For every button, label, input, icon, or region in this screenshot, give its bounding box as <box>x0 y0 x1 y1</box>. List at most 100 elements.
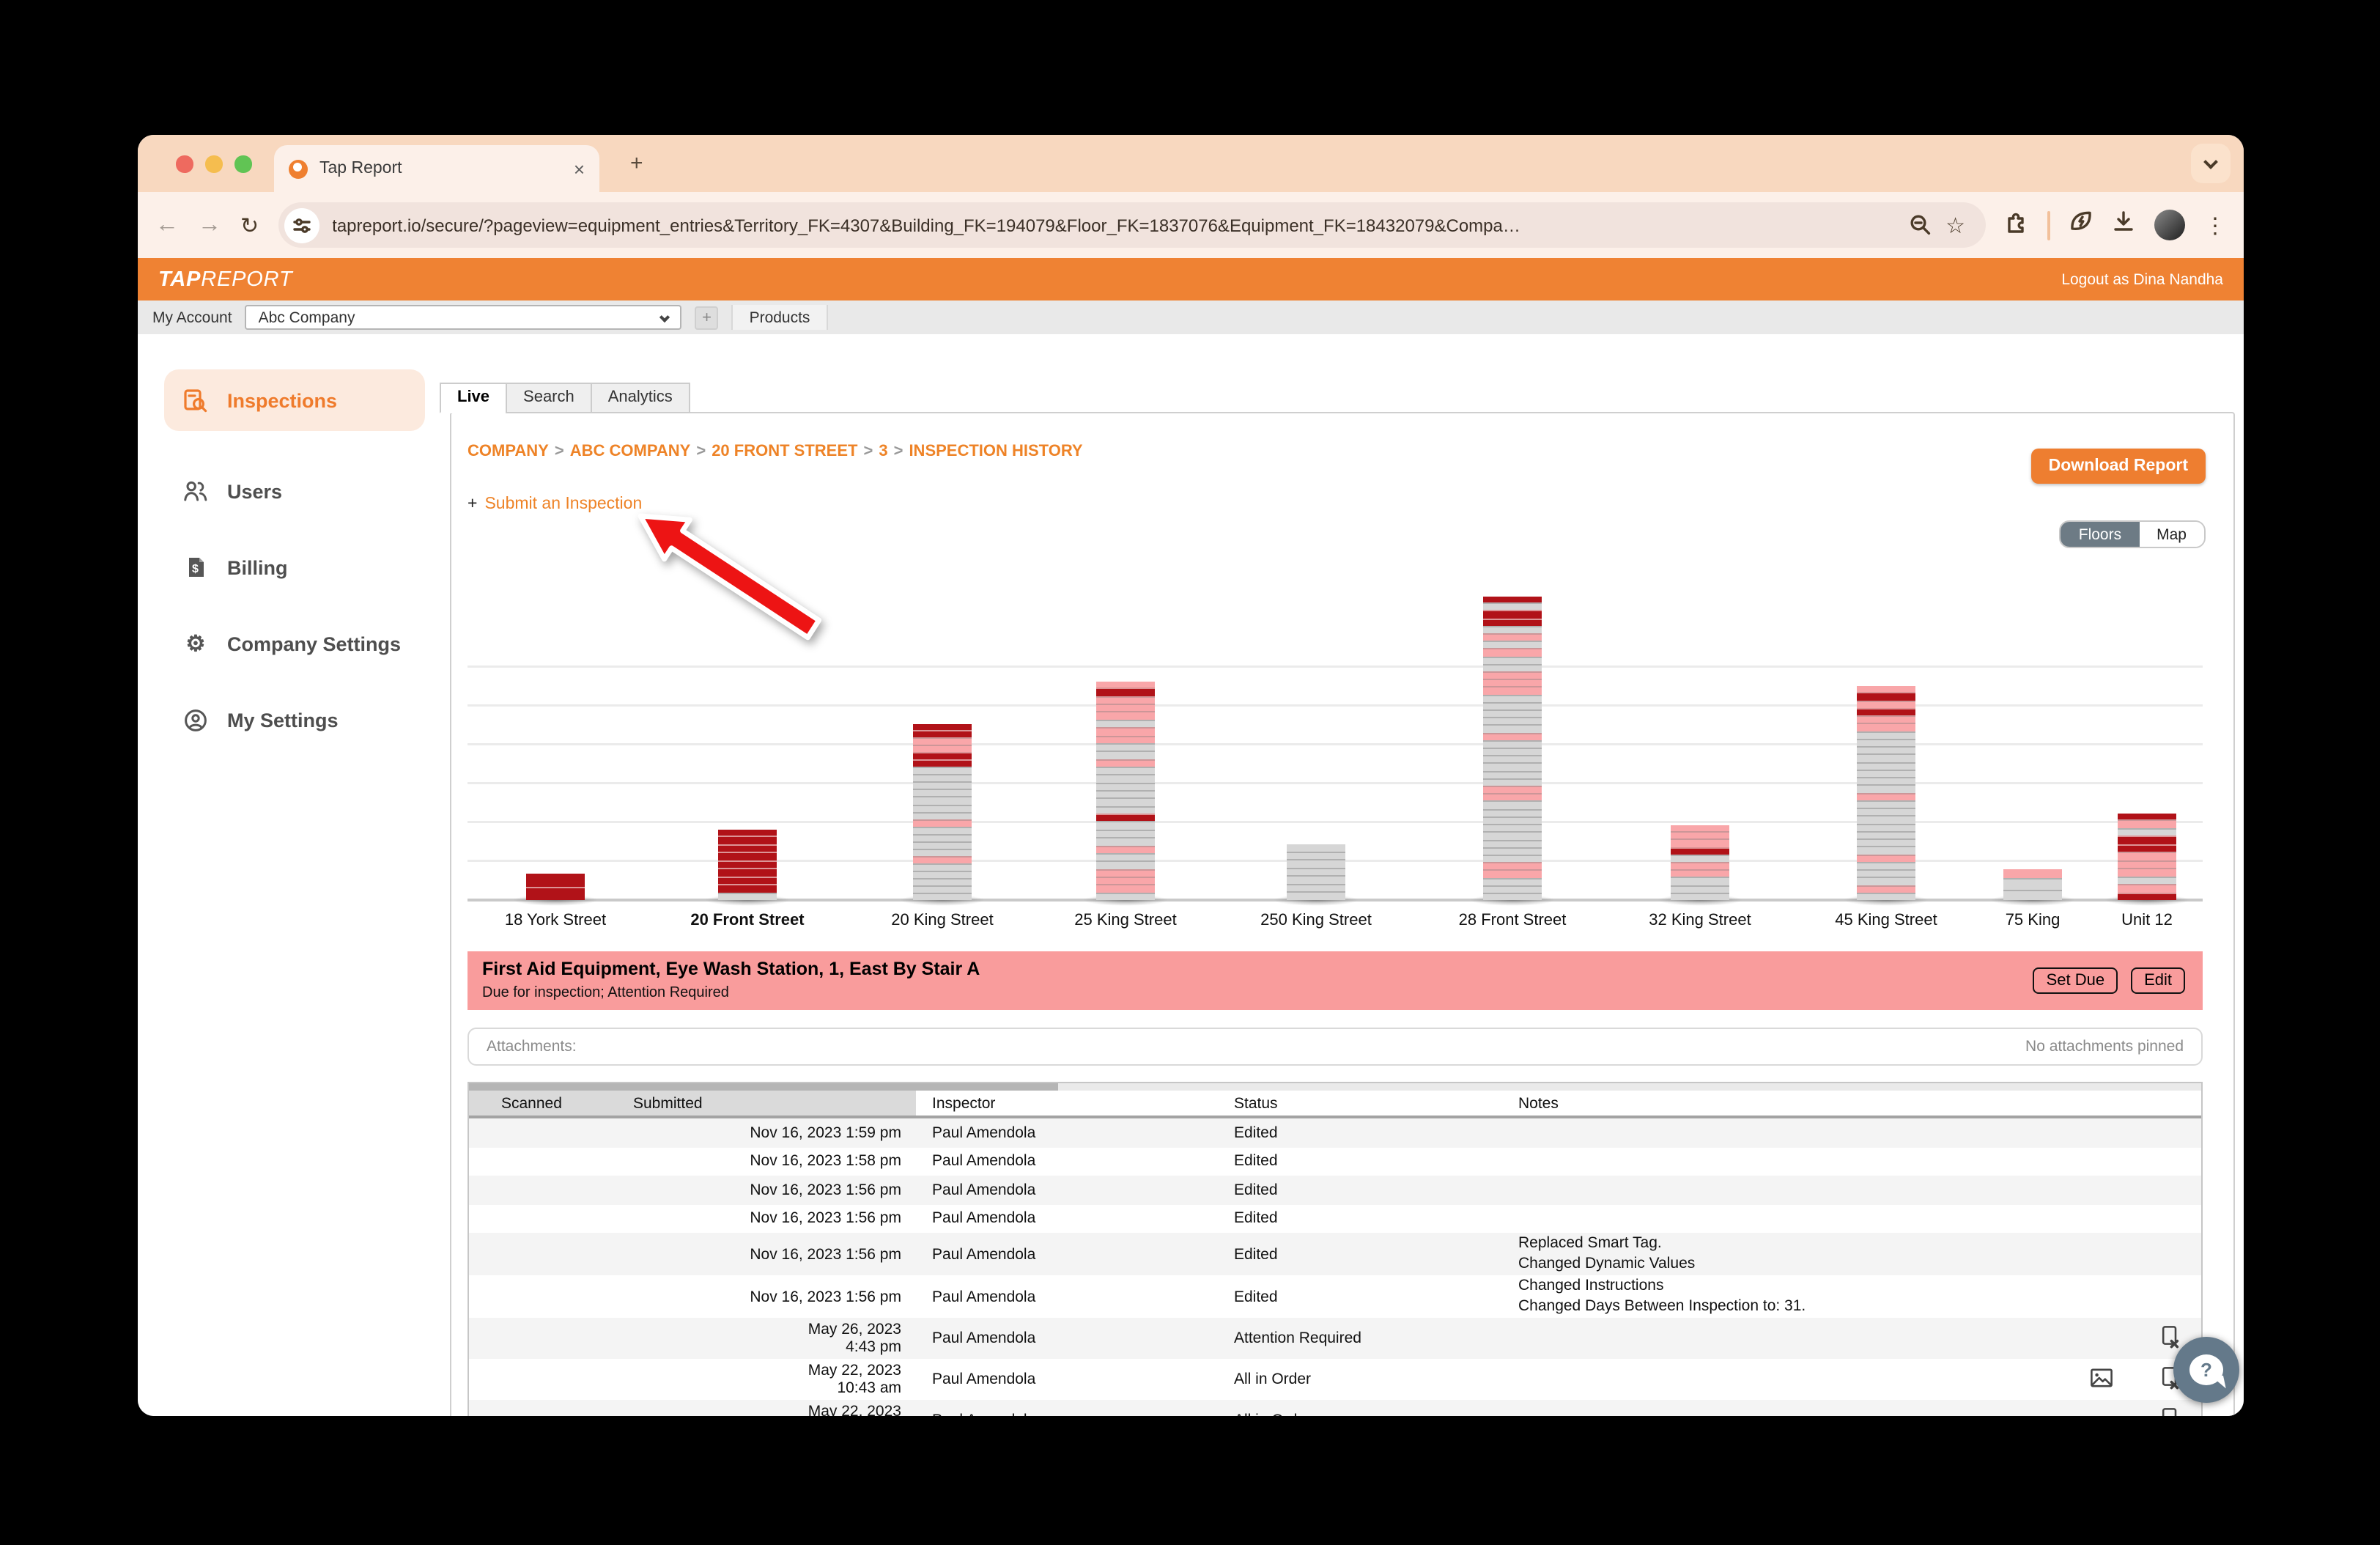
sidebar-item-billing[interactable]: $ Billing <box>164 544 425 591</box>
profile-avatar[interactable] <box>2154 210 2185 240</box>
forward-button[interactable]: → <box>198 212 221 237</box>
scrollbar-thumb[interactable] <box>469 1083 1058 1091</box>
chart-bar-32-king-street[interactable] <box>1658 825 1742 906</box>
cell-inspector: Paul Amendola <box>932 1209 1036 1228</box>
bar-segment <box>1857 892 1915 900</box>
edit-button[interactable]: Edit <box>2131 967 2185 994</box>
image-icon[interactable] <box>2090 1367 2113 1392</box>
breadcrumb-part[interactable]: 20 FRONT STREET <box>712 443 858 460</box>
chart-bar-18-york-street[interactable] <box>513 874 598 906</box>
submit-inspection-link[interactable]: + Submit an Inspection <box>468 495 642 513</box>
table-horizontal-scrollbar[interactable] <box>469 1083 2201 1091</box>
app-header: TAPREPORT Logout as Dina Nandha <box>138 258 2244 300</box>
table-row[interactable]: Nov 16, 2023 1:56 pm Paul Amendola Edited R… <box>469 1233 2201 1275</box>
bar-segment <box>1096 892 1155 901</box>
banner-buttons: Set Due Edit <box>2033 951 2185 1010</box>
tab-search-button[interactable] <box>2191 144 2231 183</box>
back-button[interactable]: ← <box>155 212 179 237</box>
bar-segment <box>1483 633 1542 641</box>
bar-segment <box>1096 742 1155 751</box>
breadcrumb-part[interactable]: INSPECTION HISTORY <box>909 443 1083 460</box>
bar-segment <box>1483 597 1542 603</box>
bar-segment <box>913 877 972 886</box>
chart-bar-20-front-street[interactable] <box>705 830 790 906</box>
sidebar-item-label: My Settings <box>227 709 339 731</box>
bar-segment <box>1483 610 1542 619</box>
sidebar-item-company-settings[interactable]: ⚙ Company Settings <box>164 620 425 667</box>
bar-segment <box>1096 711 1155 720</box>
window-close-button[interactable] <box>176 155 193 172</box>
url-text[interactable]: tapreport.io/secure/?pageview=equipment_… <box>332 215 1520 235</box>
table-row[interactable]: Nov 16, 2023 1:59 pm Paul Amendola Edited <box>469 1118 2201 1147</box>
chart-bar-25-king-street[interactable] <box>1083 682 1168 906</box>
table-row[interactable]: Nov 16, 2023 1:58 pm Paul Amendola Edited <box>469 1147 2201 1176</box>
tab-close-icon[interactable]: × <box>573 158 585 180</box>
help-button[interactable]: ? <box>2173 1337 2239 1403</box>
performance-leaf-icon[interactable] <box>2069 210 2093 240</box>
bar-segment <box>1096 704 1155 712</box>
sidebar-item-inspections[interactable]: Inspections <box>164 369 425 431</box>
toggle-floors[interactable]: Floors <box>2061 522 2140 547</box>
browser-menu-icon[interactable]: ⋮ <box>2204 213 2226 238</box>
my-settings-icon <box>183 707 208 732</box>
browser-tab[interactable]: Tap Report × <box>274 145 599 192</box>
bar-segment <box>1483 701 1542 710</box>
tag-removed-icon[interactable] <box>2159 1324 2178 1352</box>
products-button[interactable]: Products <box>731 305 828 330</box>
window-minimize-button[interactable] <box>205 155 222 172</box>
cell-inspector: Paul Amendola <box>932 1245 1036 1263</box>
bar-segment <box>1483 770 1542 778</box>
breadcrumb-part[interactable]: COMPANY <box>468 443 549 460</box>
chart-bar-28-front-street[interactable] <box>1470 597 1555 906</box>
equipment-alert-banner: First Aid Equipment, Eye Wash Station, 1… <box>468 951 2203 1010</box>
bar-segment <box>1483 641 1542 649</box>
bar-segment <box>1857 861 1915 869</box>
logout-link[interactable]: Logout as Dina Nandha <box>2061 270 2223 288</box>
download-report-button[interactable]: Download Report <box>2030 449 2206 484</box>
breadcrumb-separator: > <box>863 443 873 460</box>
tab-live[interactable]: Live <box>440 383 508 413</box>
cell-inspector: Paul Amendola <box>932 1371 1036 1388</box>
tab-analytics[interactable]: Analytics <box>590 383 690 413</box>
table-row[interactable]: Nov 16, 2023 1:56 pm Paul Amendola Edited C… <box>469 1275 2201 1318</box>
company-select[interactable]: Abc Company <box>245 305 682 330</box>
tab-search[interactable]: Search <box>506 383 592 413</box>
table-row[interactable]: Nov 16, 2023 1:56 pm Paul Amendola Edited <box>469 1204 2201 1233</box>
toggle-map[interactable]: Map <box>2139 522 2204 547</box>
breadcrumb-part[interactable]: ABC COMPANY <box>569 443 691 460</box>
chart-bar-250-king-street[interactable] <box>1274 844 1359 906</box>
cell-inspector: Paul Amendola <box>932 1330 1036 1347</box>
sidebar-item-my-settings[interactable]: My Settings <box>164 696 425 743</box>
sidebar-item-users[interactable]: Users <box>164 468 425 515</box>
zoom-icon[interactable] <box>1909 214 1931 236</box>
download-icon[interactable] <box>2112 210 2135 240</box>
breadcrumb-part[interactable]: 3 <box>879 443 888 460</box>
chart-bar-unit-12[interactable] <box>2104 814 2189 906</box>
table-row[interactable]: Nov 16, 2023 1:56 pm Paul Amendola Edited <box>469 1176 2201 1204</box>
chart-bar-20-king-street[interactable] <box>900 724 985 906</box>
bookmark-star-icon[interactable]: ☆ <box>1945 213 1965 238</box>
bar-segment <box>1857 715 1915 723</box>
chart-bar-45-king-street[interactable] <box>1844 686 1929 906</box>
bar-segment <box>1857 762 1915 770</box>
table-row[interactable]: May 26, 2023 4:43 pm Paul Amendola Attentio… <box>469 1318 2201 1359</box>
reload-button[interactable]: ↻ <box>240 213 259 238</box>
cell-inspector: Paul Amendola <box>932 1288 1036 1305</box>
add-company-button[interactable]: + <box>695 306 719 329</box>
site-settings-icon[interactable] <box>284 207 319 243</box>
chart-bar-75-king[interactable] <box>1990 869 2075 906</box>
bar-segment <box>1483 885 1542 893</box>
window-maximize-button[interactable] <box>234 155 251 172</box>
cell-status: Edited <box>1234 1288 1278 1305</box>
cell-submitted: Nov 16, 2023 1:56 pm <box>601 1181 916 1199</box>
bar-segment <box>1287 891 1345 901</box>
tag-removed-icon[interactable] <box>2159 1406 2178 1416</box>
address-bar[interactable]: tapreport.io/secure/?pageview=equipment_… <box>278 202 1986 248</box>
bar-segment <box>1096 751 1155 759</box>
new-tab-button[interactable]: + <box>630 151 643 176</box>
bar-segment <box>1483 648 1542 657</box>
extensions-icon[interactable] <box>2005 210 2028 240</box>
set-due-button[interactable]: Set Due <box>2033 967 2118 994</box>
